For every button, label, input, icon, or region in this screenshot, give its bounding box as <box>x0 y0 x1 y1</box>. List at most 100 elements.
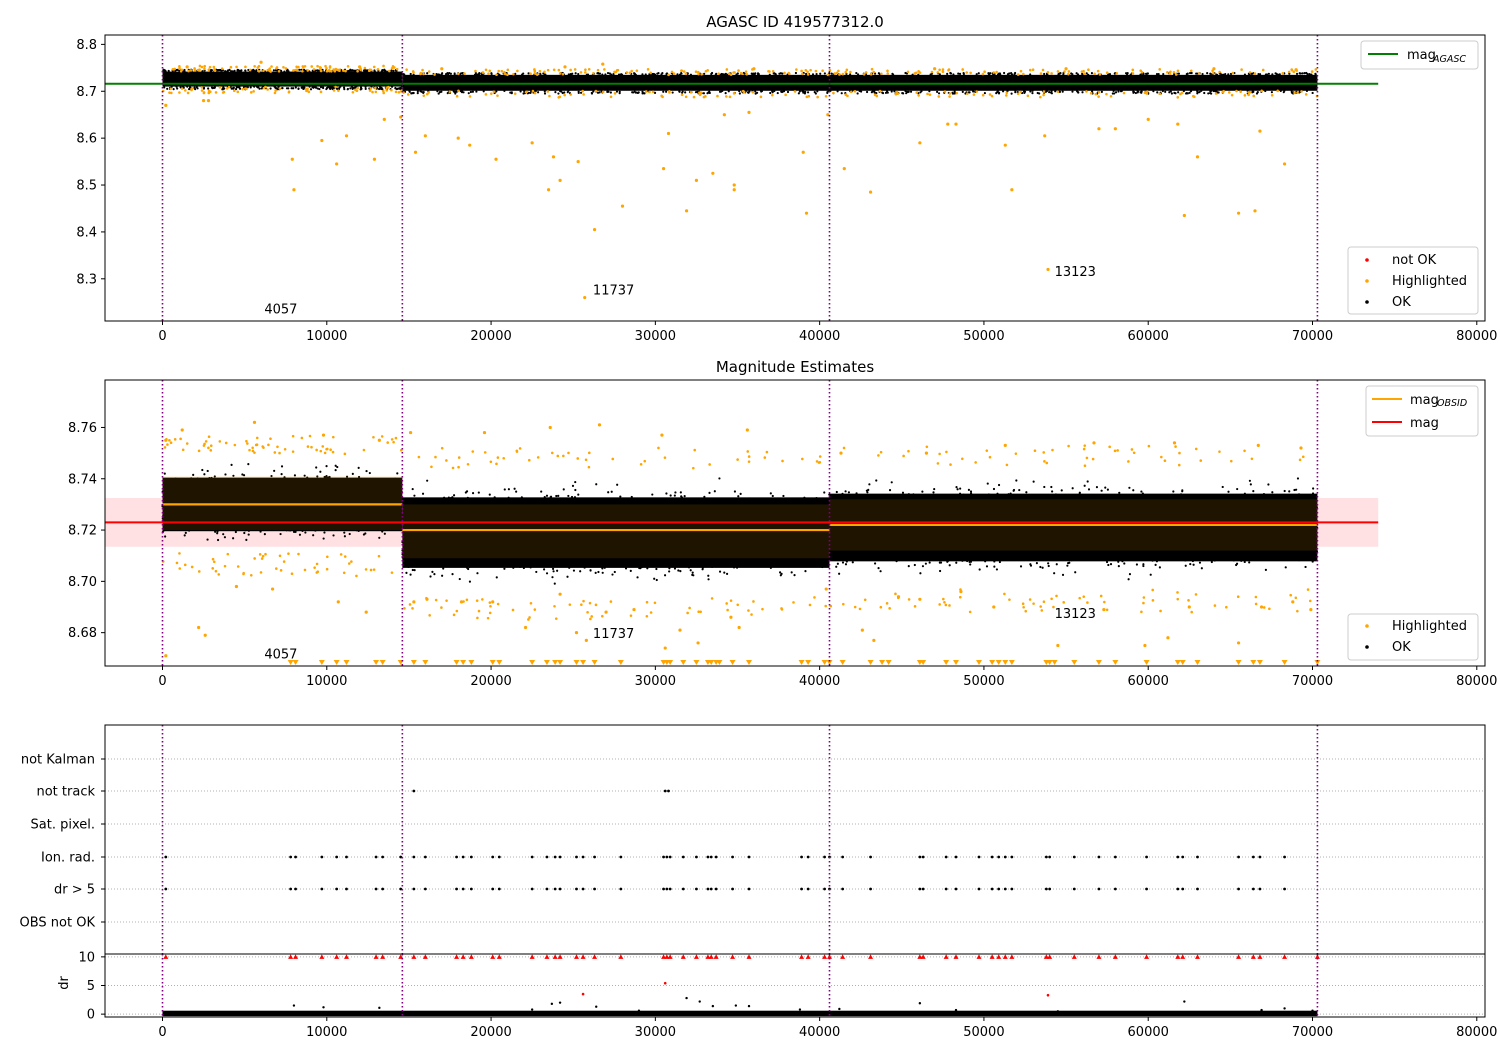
dr-ok-point <box>1056 1010 1060 1013</box>
highlighted-point <box>1182 213 1186 218</box>
highlighted-below-axis-marker <box>460 660 467 665</box>
flag-point <box>977 887 981 891</box>
flag-point <box>530 855 534 859</box>
dr-capped-marker <box>708 954 714 959</box>
x-tick-label: 80000 <box>1456 329 1497 344</box>
highlighted-below-axis-marker <box>410 660 417 665</box>
highlighted-point <box>1236 211 1241 215</box>
highlighted-point <box>494 157 498 161</box>
dr-not-ok-point <box>581 992 585 996</box>
flag-point <box>997 887 1001 891</box>
flag-point <box>1176 855 1180 859</box>
flag-row-label: dr > 5 <box>54 883 95 898</box>
legend-label-subscript: AGASC <box>1432 54 1466 65</box>
legend-swatch-marker <box>1365 645 1369 649</box>
flag-point <box>399 887 403 891</box>
dr-capped-marker <box>1096 954 1102 959</box>
flag-point <box>1251 855 1255 859</box>
dr-capped-marker <box>380 954 386 959</box>
highlighted-point <box>185 65 189 69</box>
dr-capped-marker <box>454 954 460 959</box>
flag-point <box>869 855 872 859</box>
highlighted-below-axis-marker <box>496 660 503 665</box>
flag-point <box>667 789 670 793</box>
highlighted-point <box>320 138 324 143</box>
dr-capped-marker <box>544 954 550 959</box>
highlighted-point <box>197 625 201 630</box>
highlighted-point <box>558 178 562 182</box>
highlighted-point <box>729 615 733 619</box>
highlighted-point <box>563 65 567 69</box>
flag-point <box>709 855 713 859</box>
x-tick-label: 40000 <box>799 329 840 344</box>
flag-point <box>1097 855 1101 859</box>
flag-point <box>461 855 465 859</box>
flag-point <box>954 855 958 859</box>
highlighted-below-axis-marker <box>821 660 828 665</box>
flag-point <box>709 887 713 891</box>
x-tick-label: 0 <box>158 1025 166 1040</box>
highlighted-below-axis-marker <box>343 660 350 665</box>
highlighted-below-axis-marker <box>976 660 982 665</box>
x-tick-label: 50000 <box>963 1025 1004 1040</box>
flag-point <box>800 855 803 859</box>
highlighted-below-axis-marker <box>885 660 892 665</box>
highlighted-point <box>896 595 901 599</box>
dr-capped-marker <box>580 954 586 959</box>
highlighted-point <box>933 67 937 71</box>
flag-point <box>1044 887 1048 891</box>
flag-point <box>294 887 297 891</box>
highlighted-below-axis-marker <box>591 660 598 665</box>
highlighted-below-axis-marker <box>920 660 927 665</box>
dr-capped-marker <box>422 954 428 959</box>
mag-obsid-uncertainty-band <box>402 504 830 559</box>
highlighted-point <box>946 122 950 126</box>
highlighted-point <box>530 141 534 145</box>
highlighted-point <box>546 188 551 192</box>
flag-point <box>1283 887 1286 891</box>
middle-panel-title: Magnitude Estimates <box>716 358 874 376</box>
highlighted-point <box>1146 117 1150 121</box>
flag-point <box>320 887 324 891</box>
dr-capped-marker <box>574 954 579 959</box>
highlighted-point <box>918 141 922 145</box>
highlighted-point <box>456 136 460 140</box>
ok-points <box>828 477 1319 581</box>
dr-capped-marker <box>288 954 294 959</box>
flag-point <box>706 855 710 859</box>
highlighted-point <box>660 433 664 437</box>
highlighted-point <box>491 600 495 604</box>
highlighted-point <box>548 425 552 430</box>
flag-point <box>823 855 826 859</box>
highlighted-point <box>425 597 429 601</box>
highlighted-point <box>413 150 418 154</box>
dr-ok-point <box>1260 1008 1263 1012</box>
x-tick-label: 0 <box>158 329 166 344</box>
highlighted-below-axis-marker <box>680 660 687 665</box>
dr-capped-marker <box>373 954 379 959</box>
x-tick-label: 30000 <box>635 674 676 689</box>
flag-point <box>164 855 168 859</box>
highlighted-point <box>992 605 996 609</box>
flag-point <box>695 855 698 859</box>
highlighted-point <box>1003 443 1007 448</box>
y-tick-label: 8.8 <box>76 38 97 53</box>
highlighted-below-axis-marker <box>529 660 536 665</box>
flag-point <box>921 887 925 891</box>
dr-capped-marker <box>1047 954 1053 959</box>
highlighted-point <box>1064 67 1068 71</box>
flag-point <box>706 887 710 891</box>
flag-point <box>412 855 416 859</box>
flag-point <box>289 855 293 859</box>
highlighted-point <box>1282 162 1287 166</box>
dr-capped-marker <box>552 954 558 959</box>
flag-point <box>491 855 495 859</box>
dr-capped-marker <box>1257 954 1263 959</box>
flag-point <box>1048 887 1052 891</box>
dr-capped-marker <box>1144 954 1150 959</box>
dr-capped-marker <box>319 954 325 959</box>
x-tick-label: 20000 <box>470 674 511 689</box>
legend-swatch-marker <box>1365 258 1369 262</box>
flag-point <box>558 887 562 891</box>
highlighted-below-axis-marker <box>1071 660 1078 665</box>
